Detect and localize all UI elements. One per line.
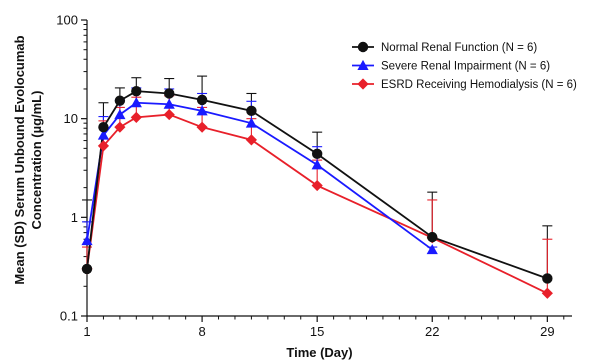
series-lines [86, 90, 548, 295]
y-tick-label: 1 [71, 210, 78, 225]
legend-label: ESRD Receiving Hemodialysis (N = 6) [381, 79, 577, 91]
y-tick-label: 10 [64, 111, 78, 126]
data-point [196, 121, 208, 133]
data-point [426, 244, 438, 255]
legend-marker [357, 59, 369, 70]
data-point [196, 94, 208, 106]
x-tick-label: 22 [425, 324, 439, 339]
data-point [130, 97, 142, 108]
series-line [86, 113, 548, 295]
data-point [311, 179, 323, 192]
data-point [542, 273, 553, 284]
series-line [86, 101, 433, 251]
data-point [246, 105, 257, 117]
data-point [245, 134, 258, 146]
legend: Normal Renal Function (N = 6) Severe Rena… [352, 41, 577, 91]
data-point [541, 287, 553, 299]
legend-marker [357, 78, 369, 90]
axes: 0.1 1 10 100 1 8 15 22 29 Time (Day) Mean (SD) Ser… [12, 13, 572, 360]
legend-marker [357, 41, 369, 53]
data-point [164, 88, 175, 99]
data-point [245, 117, 258, 128]
data-point [114, 108, 126, 120]
x-axis-title: Time (Day) [286, 345, 352, 360]
x-tick-label: 8 [198, 324, 205, 339]
data-point [98, 121, 109, 133]
x-tick-label: 15 [310, 324, 324, 339]
legend-label: Normal Renal Function (N = 6) [381, 42, 537, 54]
data-point [81, 235, 93, 246]
series-line [86, 90, 548, 280]
data-point [163, 108, 175, 121]
data-point [130, 111, 142, 124]
data-point [131, 85, 142, 97]
legend-label: Severe Renal Impairment (N = 6) [381, 61, 550, 73]
x-tick-label: 29 [540, 324, 554, 339]
x-tick-label: 1 [83, 324, 90, 339]
y-axis-title-line-1: Mean (SD) Serum Unbound Evolocumab [12, 35, 27, 284]
y-axis-title-line-2: Concentration (µg/mL) [29, 91, 44, 230]
data-point [97, 129, 110, 140]
data-point [114, 121, 126, 133]
data-point [114, 95, 126, 106]
data-point [311, 148, 323, 160]
y-tick-label: 100 [56, 13, 78, 28]
y-tick-label: 0.1 [60, 309, 78, 324]
data-point [81, 263, 93, 275]
series-markers [81, 85, 553, 299]
data-point [196, 105, 208, 116]
data-point [311, 159, 323, 170]
data-point [97, 140, 110, 152]
data-point [163, 98, 175, 109]
data-point [427, 231, 438, 243]
